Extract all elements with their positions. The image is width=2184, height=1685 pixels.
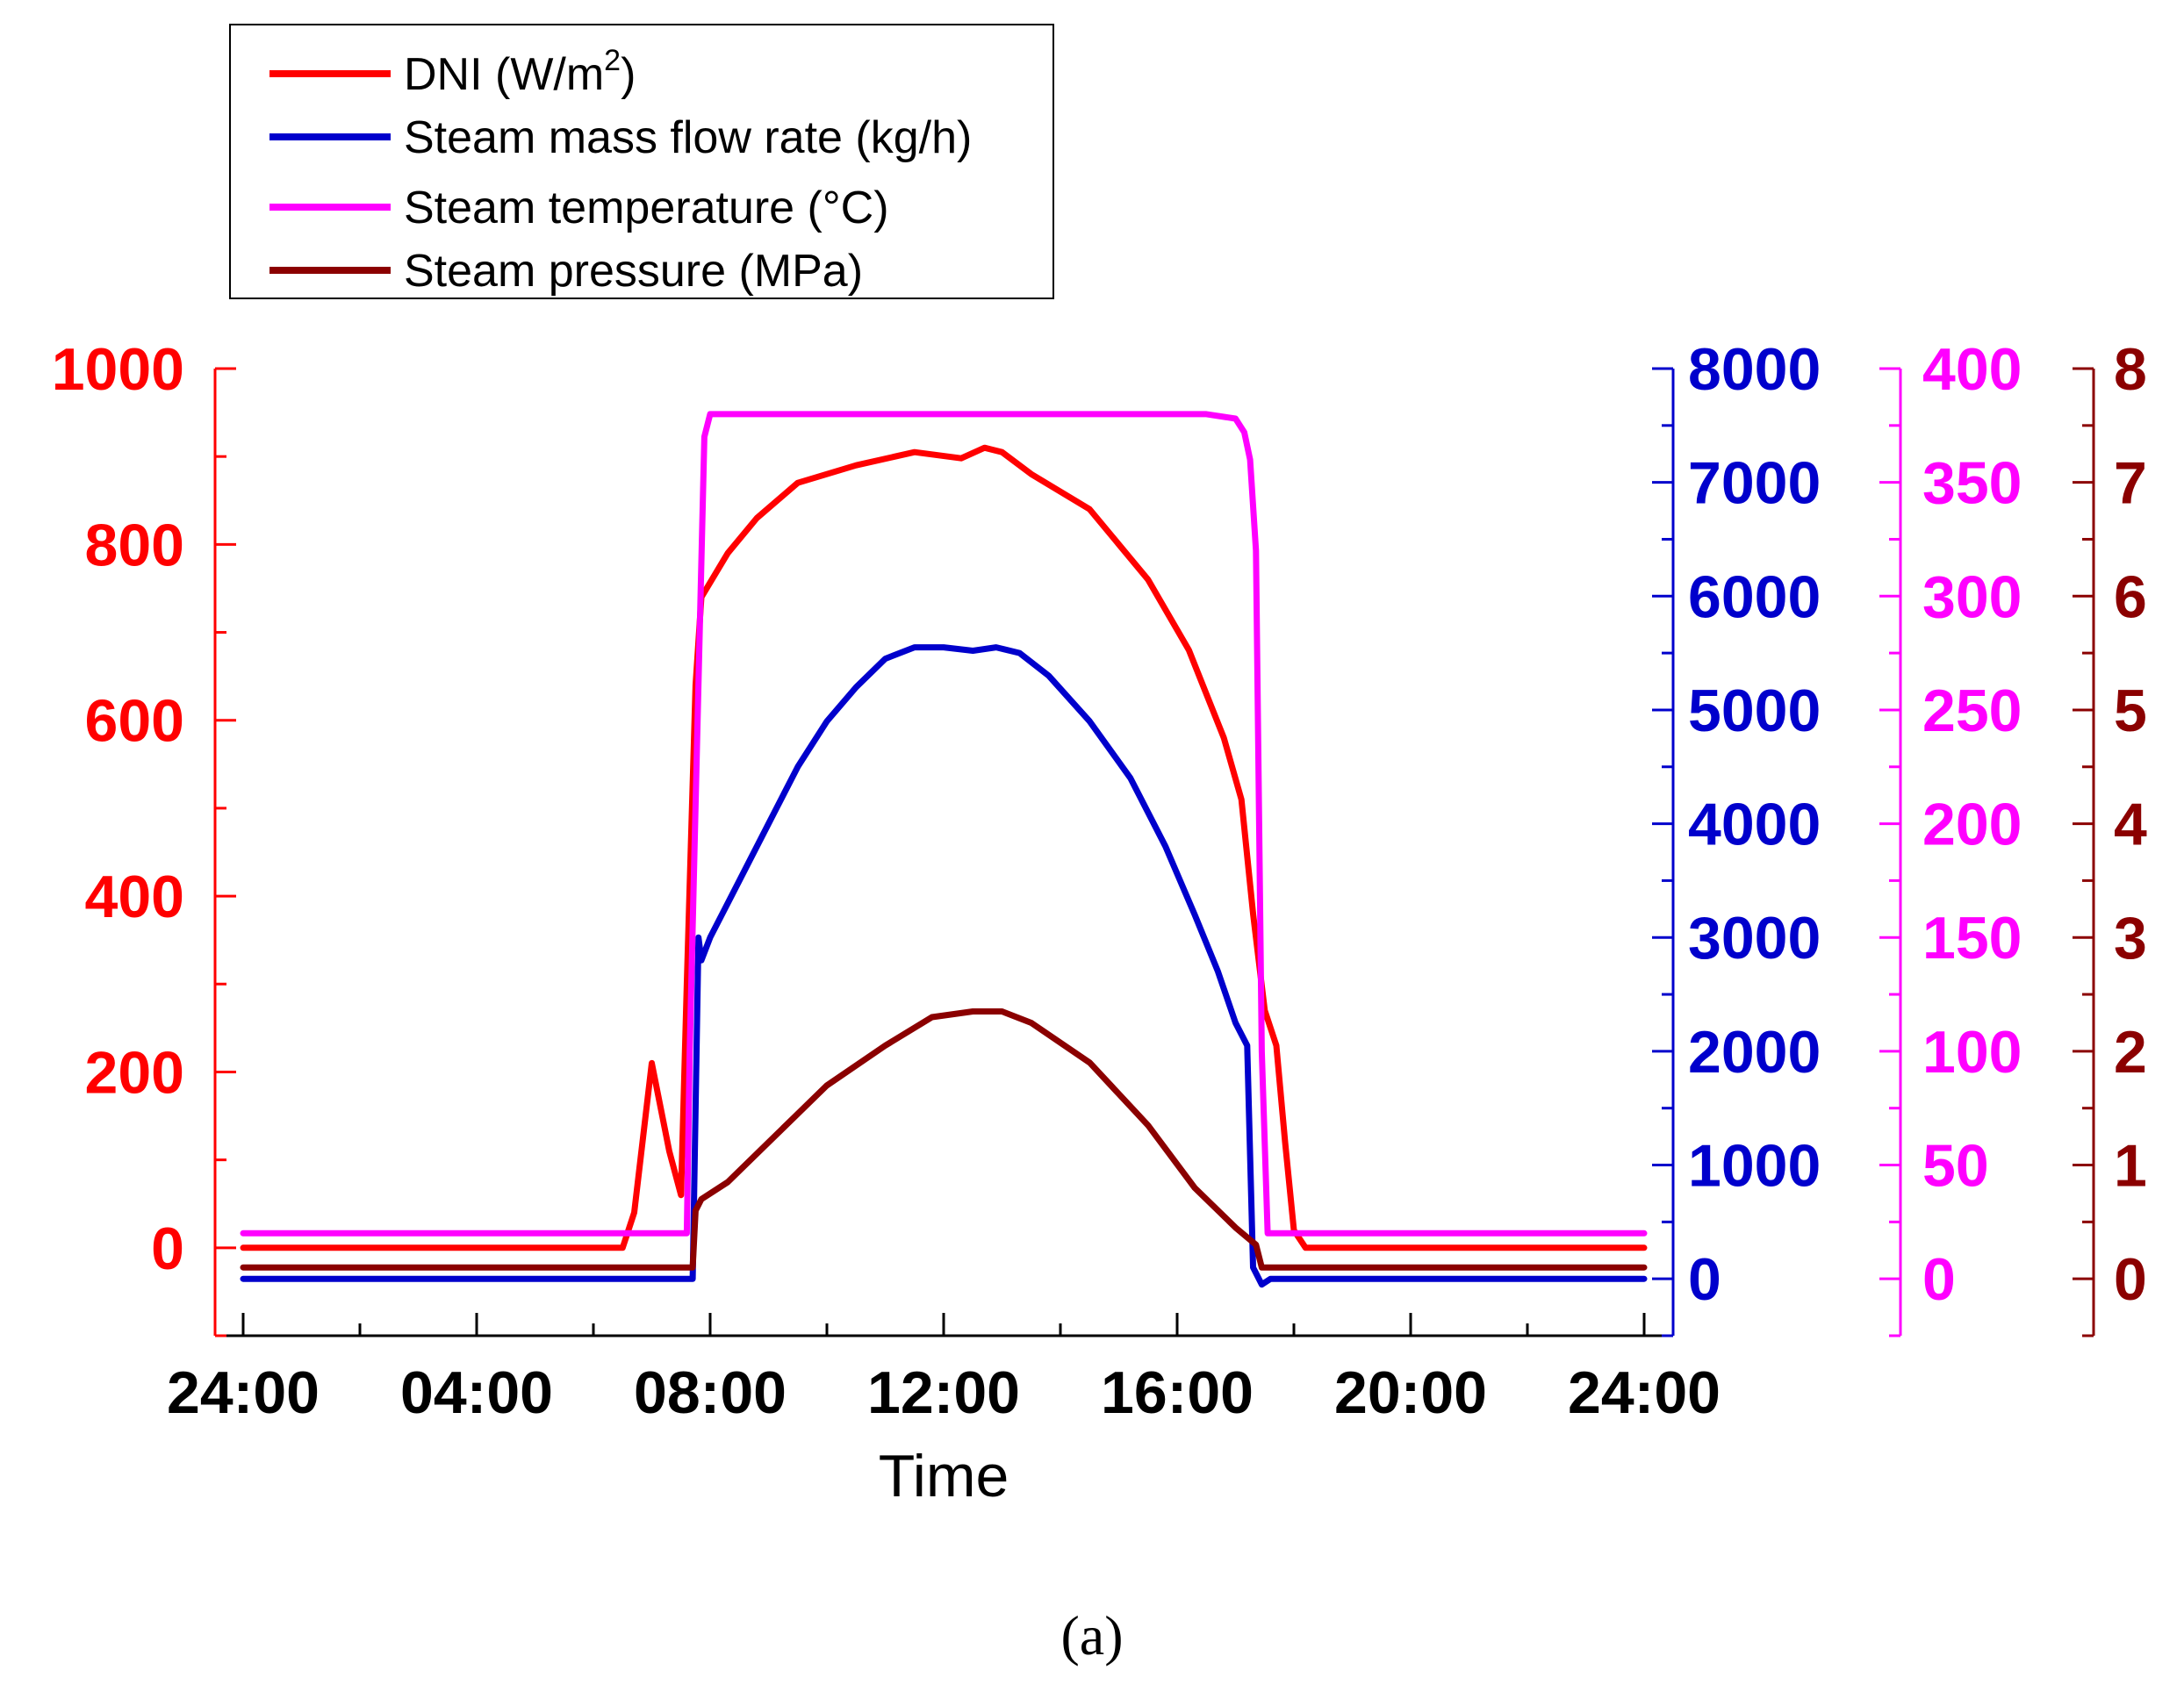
pressure-tick-label: 8 [2114, 336, 2147, 403]
pressure-tick-label: 0 [2114, 1246, 2147, 1313]
x-tick-label: 04:00 [400, 1359, 553, 1426]
temp-tick-label: 400 [1922, 336, 2022, 403]
x-tick-label: 16:00 [1101, 1359, 1254, 1426]
flow-tick-label: 7000 [1688, 450, 1821, 517]
x-tick-label: 08:00 [634, 1359, 787, 1426]
temp-tick-label: 250 [1922, 678, 2022, 744]
dni-tick-label: 800 [85, 512, 184, 578]
flow-tick-label: 2000 [1688, 1019, 1821, 1086]
x-tick-label: 20:00 [1334, 1359, 1487, 1426]
temp-tick-label: 0 [1922, 1246, 1956, 1313]
legend-entry-flow: Steam mass flow rate (kg/h) [404, 112, 972, 163]
flow-tick-label: 0 [1688, 1246, 1721, 1313]
dni-tick-label: 400 [85, 864, 184, 930]
pressure-tick-label: 3 [2114, 905, 2147, 972]
dni-tick-label: 200 [85, 1039, 184, 1106]
pressure-tick-label: 2 [2114, 1019, 2147, 1086]
flow-tick-label: 3000 [1688, 905, 1821, 972]
series-line-dni [240, 444, 1648, 1251]
temp-tick-label: 300 [1922, 563, 2022, 630]
temp-tick-label: 100 [1922, 1019, 2022, 1086]
temp-tick-label: 350 [1922, 450, 2022, 517]
axes-layer: 24:00 04:00 08:00 12:00 16:00 20:00 24:0002004… [52, 336, 2147, 1426]
temp-tick-label: 50 [1922, 1133, 1989, 1200]
temp-tick-label: 200 [1922, 792, 2022, 858]
pressure-tick-label: 4 [2114, 792, 2147, 858]
dni-tick-label: 0 [151, 1215, 184, 1282]
flow-tick-label: 6000 [1688, 563, 1821, 630]
x-axis-label: Time [879, 1443, 1009, 1509]
series-layer [240, 411, 1648, 1288]
x-tick-label: 12:00 [867, 1359, 1020, 1426]
series-line-flow [240, 644, 1648, 1288]
pressure-tick-label: 5 [2114, 678, 2147, 744]
temp-tick-label: 150 [1922, 905, 2022, 972]
flow-tick-label: 8000 [1688, 336, 1821, 403]
flow-tick-label: 4000 [1688, 792, 1821, 858]
flow-tick-label: 5000 [1688, 678, 1821, 744]
series-line-pressure [240, 1008, 1648, 1271]
pressure-tick-label: 7 [2114, 450, 2147, 517]
flow-tick-label: 1000 [1688, 1133, 1821, 1200]
x-tick-label: 24:00 [1568, 1359, 1721, 1426]
x-tick-label: 24:00 [167, 1359, 320, 1426]
dni-tick-label: 600 [85, 688, 184, 755]
figure-caption: (a) [1060, 1604, 1123, 1667]
legend-entry-pressure: Steam pressure (MPa) [404, 246, 863, 297]
dni-tick-label: 1000 [52, 336, 184, 403]
legend: DNI (W/m2) Steam mass flow rate (kg/h) S… [229, 24, 1054, 299]
legend-entry-dni: DNI (W/m2) [404, 44, 636, 100]
pressure-tick-label: 6 [2114, 563, 2147, 630]
series-line-temp [240, 411, 1648, 1237]
pressure-tick-label: 1 [2114, 1133, 2147, 1200]
legend-entry-temp: Steam temperature (°C) [404, 183, 889, 233]
